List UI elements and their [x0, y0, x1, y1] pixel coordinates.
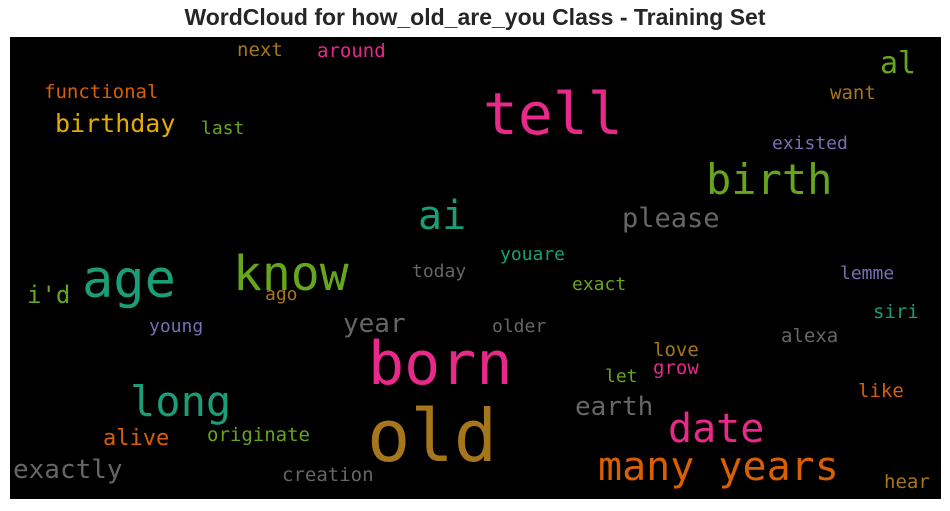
- word-old: old: [367, 394, 497, 478]
- word-like: like: [858, 380, 904, 402]
- word-ai: ai: [418, 193, 466, 239]
- word-let: let: [605, 366, 638, 387]
- word-functional: functional: [44, 81, 158, 103]
- word-birth: birth: [706, 155, 832, 204]
- word-today: today: [412, 261, 466, 282]
- word-lemme: lemme: [840, 263, 894, 284]
- word-age: age: [82, 250, 176, 310]
- chart-title: WordCloud for how_old_are_you Class - Tr…: [184, 4, 766, 30]
- word-older: older: [492, 316, 546, 337]
- word-originate: originate: [207, 424, 310, 446]
- word-existed: existed: [772, 133, 848, 154]
- word-next: next: [237, 39, 283, 61]
- word-tell: tell: [483, 80, 623, 148]
- word-last: last: [201, 118, 244, 139]
- word-please: please: [622, 203, 720, 234]
- word-youare: youare: [500, 244, 565, 265]
- word-ago: ago: [265, 284, 298, 305]
- word-birthday: birthday: [55, 109, 175, 138]
- word-alexa: alexa: [781, 325, 838, 347]
- word-love: love: [653, 339, 699, 361]
- word-long: long: [130, 377, 231, 426]
- word-date: date: [668, 406, 764, 452]
- word-many-years: many years: [598, 444, 839, 490]
- word-alive: alive: [103, 426, 169, 451]
- word-siri: siri: [873, 301, 919, 323]
- word-exactly: exactly: [13, 455, 123, 485]
- word-around: around: [317, 40, 386, 62]
- word-year: year: [343, 309, 406, 339]
- word-want: want: [830, 82, 876, 104]
- word-exact: exact: [572, 274, 626, 295]
- word-know: know: [233, 246, 349, 302]
- word-young: young: [149, 316, 203, 337]
- word-i-d: i'd: [27, 281, 70, 309]
- word-born: born: [368, 329, 513, 399]
- word-creation: creation: [282, 464, 374, 486]
- word-hear: hear: [884, 471, 930, 493]
- wordcloud-canvas: old born tell know age many years birth date lon…: [10, 37, 941, 499]
- word-earth: earth: [575, 392, 653, 422]
- word-grow: grow: [653, 357, 699, 379]
- word-al: al: [880, 46, 916, 81]
